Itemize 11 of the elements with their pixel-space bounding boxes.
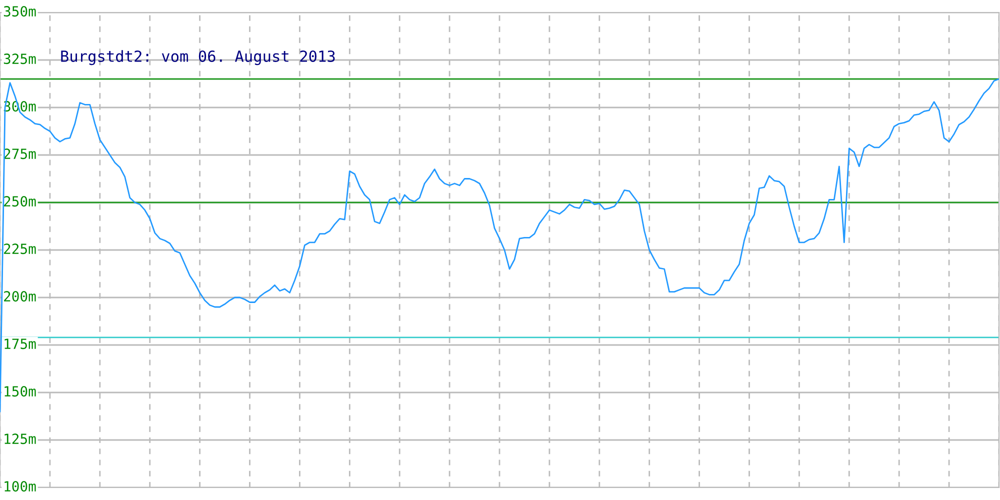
y-tick-label: 100m bbox=[4, 481, 36, 492]
line-series bbox=[0, 78, 999, 412]
y-tick-label: 125m bbox=[4, 434, 36, 444]
y-tick-label: 175m bbox=[4, 338, 36, 350]
y-tick-label: 225m bbox=[4, 244, 36, 254]
y-tick-label: 350m bbox=[4, 6, 36, 17]
y-tick-label: 200m bbox=[4, 291, 36, 302]
y-tick-label: 150m bbox=[4, 386, 36, 397]
text: Burgstdt2: vom 06. August 2013 bbox=[61, 50, 335, 66]
y-tick-label: 325m bbox=[4, 54, 36, 64]
y-tick-label: 250m bbox=[4, 196, 36, 207]
